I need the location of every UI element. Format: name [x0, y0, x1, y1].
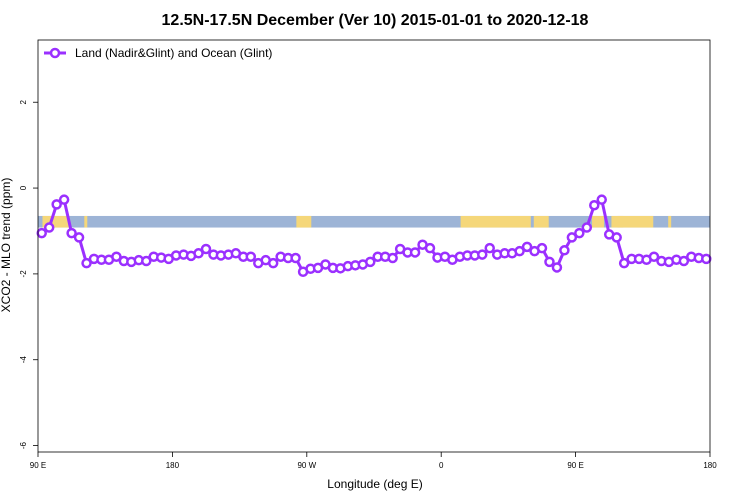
- data-point: [521, 241, 533, 253]
- x-tick-label: 0: [439, 461, 444, 470]
- data-point: [618, 257, 630, 269]
- land-band-segment: [42, 215, 70, 228]
- data-point: [290, 252, 301, 264]
- land-band-segment: [592, 215, 604, 228]
- data-point: [484, 242, 495, 254]
- data-point: [387, 252, 398, 264]
- data-point: [596, 194, 607, 205]
- data-point: [43, 222, 55, 233]
- ocean-band: [38, 215, 710, 228]
- legend-label: Land (Nadir&Glint) and Ocean (Glint): [75, 46, 272, 60]
- data-point: [73, 232, 85, 243]
- data-point: [51, 199, 62, 210]
- data-point: [551, 262, 563, 273]
- land-band-segment: [296, 215, 312, 228]
- data-point: [267, 257, 279, 269]
- land-band-segment: [84, 215, 88, 228]
- data-point: [559, 245, 570, 256]
- series-layer: [36, 194, 712, 277]
- y-tick-label: -4: [19, 356, 28, 364]
- data-point: [66, 227, 77, 239]
- land-band-segment: [460, 215, 531, 228]
- data-point: [536, 242, 548, 254]
- background-band: [38, 215, 710, 228]
- data-point: [477, 249, 488, 260]
- legend: Land (Nadir&Glint) and Ocean (Glint): [44, 46, 272, 60]
- y-axis-label: XCO2 - MLO trend (ppm): [0, 178, 13, 313]
- data-point: [245, 251, 257, 262]
- data-point: [111, 251, 122, 262]
- data-point: [424, 242, 436, 254]
- y-tick-label: -2: [19, 270, 28, 278]
- data-point: [544, 256, 555, 268]
- data-point: [193, 248, 204, 259]
- x-tick-label: 90 E: [567, 461, 583, 470]
- land-band-segment: [617, 215, 654, 228]
- data-point: [566, 232, 578, 243]
- x-tick-label: 90 E: [30, 461, 46, 470]
- data-point: [648, 251, 660, 262]
- x-tick-label: 90 W: [297, 461, 316, 470]
- data-point: [678, 255, 690, 267]
- data-point: [200, 243, 212, 255]
- y-axis: 2 0 -2 -4 -6: [19, 99, 38, 449]
- plot-frame: [37, 39, 711, 453]
- data-point: [514, 245, 525, 257]
- data-point: [574, 227, 585, 239]
- data-point: [81, 257, 92, 269]
- chart-title: 12.5N-17.5N December (Ver 10) 2015-01-01…: [162, 12, 589, 29]
- data-point: [36, 227, 47, 239]
- data-point: [141, 255, 152, 267]
- data-point: [611, 232, 622, 243]
- land-band-segment: [533, 215, 549, 228]
- x-axis-label: Longitude (deg E): [327, 477, 422, 491]
- x-tick-label: 180: [166, 461, 180, 470]
- data-point: [581, 222, 593, 233]
- legend-point-marker: [49, 47, 61, 59]
- x-tick-label: 180: [703, 461, 717, 470]
- data-point: [409, 247, 421, 258]
- land-band-segment: [668, 215, 672, 228]
- y-tick-label: 2: [19, 99, 28, 104]
- data-point: [701, 253, 712, 265]
- y-tick-label: 0: [19, 185, 28, 190]
- y-tick-label: -6: [19, 441, 28, 449]
- data-point: [58, 194, 70, 205]
- data-point: [365, 256, 376, 268]
- x-axis: 90 E 180 90 W 0 90 E 180: [30, 452, 717, 470]
- data-point: [589, 199, 600, 211]
